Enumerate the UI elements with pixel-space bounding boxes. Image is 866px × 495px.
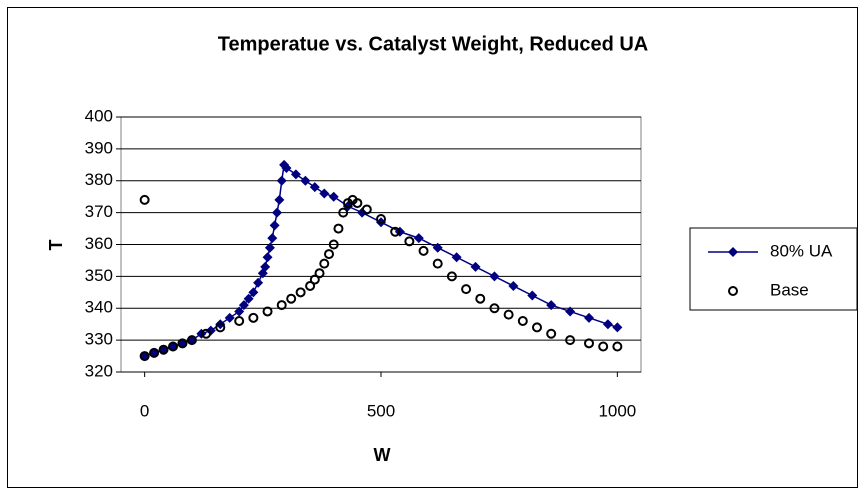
data-point [413,233,424,244]
data-point [546,328,557,339]
data-point [168,341,178,352]
data-point [728,286,738,296]
data-point [376,214,386,224]
y-tick-label: 320 [85,361,113,380]
y-tick-label: 370 [85,202,113,221]
data-point [269,220,280,231]
data-point [295,287,306,298]
data-point [324,249,334,260]
data-point [158,344,169,355]
data-point [274,194,285,205]
y-tick-label: 380 [85,170,113,189]
data-point [314,268,325,279]
data-point [338,207,349,218]
data-point [598,341,609,352]
data-point [361,204,372,215]
data-point [139,351,150,362]
data-point [276,300,287,311]
data-point [612,341,623,352]
data-point [328,191,339,202]
data-point [527,290,538,301]
data-point [262,306,273,317]
data-point [584,312,594,323]
data-point [728,247,738,257]
y-tick-label: 400 [85,106,113,125]
data-point [286,293,297,304]
data-point [290,169,301,180]
data-point [565,335,576,346]
data-point [470,261,481,272]
x-tick-label: 500 [367,401,395,420]
data-point [508,280,519,291]
data-point [352,198,363,209]
data-point [234,306,245,317]
data-point [584,338,594,349]
data-point [272,207,282,218]
data-point [451,252,462,263]
x-axis-title: W [374,445,391,465]
data-point [404,236,415,247]
data-point [149,347,160,358]
data-point [305,280,316,291]
data-point [248,312,259,323]
data-point [390,226,401,237]
data-point [177,338,188,349]
data-point [602,319,613,330]
data-point [357,207,368,218]
data-point [186,335,197,346]
data-point [532,322,542,333]
legend-box [689,227,858,311]
y-axis-title: T [46,240,66,251]
y-tick-label: 330 [85,330,113,349]
data-point [234,316,245,326]
x-tick-label: 1000 [598,401,636,420]
data-point [546,300,557,311]
data-point [260,261,271,272]
y-tick-label: 350 [85,266,113,285]
data-point [446,271,457,282]
data-point [489,271,500,282]
data-point [205,325,216,336]
data-point [253,277,264,288]
data-point [262,252,273,263]
data-point [612,322,623,333]
data-point [215,322,226,333]
data-point [328,239,339,250]
legend-label: Base [770,280,809,299]
data-point [432,258,443,269]
data-point [432,242,443,253]
data-point [503,309,514,320]
data-point [461,284,472,295]
data-point [267,233,278,244]
data-point [139,194,150,205]
x-tick-label: 0 [140,401,149,420]
data-point [475,293,486,304]
y-tick-label: 360 [85,234,113,253]
y-tick-label: 340 [85,298,113,317]
data-point [565,306,576,317]
data-point [333,223,344,234]
data-point [319,258,330,269]
data-point [309,274,320,285]
legend-label: 80% UA [770,241,833,260]
data-point [281,163,292,173]
data-point [276,175,287,186]
chart-title: Temperatue vs. Catalyst Weight, Reduced … [218,33,648,55]
y-tick-label: 390 [85,138,113,157]
data-point [201,328,212,339]
data-point [243,293,254,304]
data-point [319,188,330,199]
data-point [238,300,249,311]
data-point [224,312,235,323]
data-point [248,287,259,298]
data-point [264,242,275,253]
data-point [489,303,500,314]
data-point [300,175,311,186]
data-point [517,316,528,326]
data-point [309,182,320,193]
data-point [418,245,429,256]
